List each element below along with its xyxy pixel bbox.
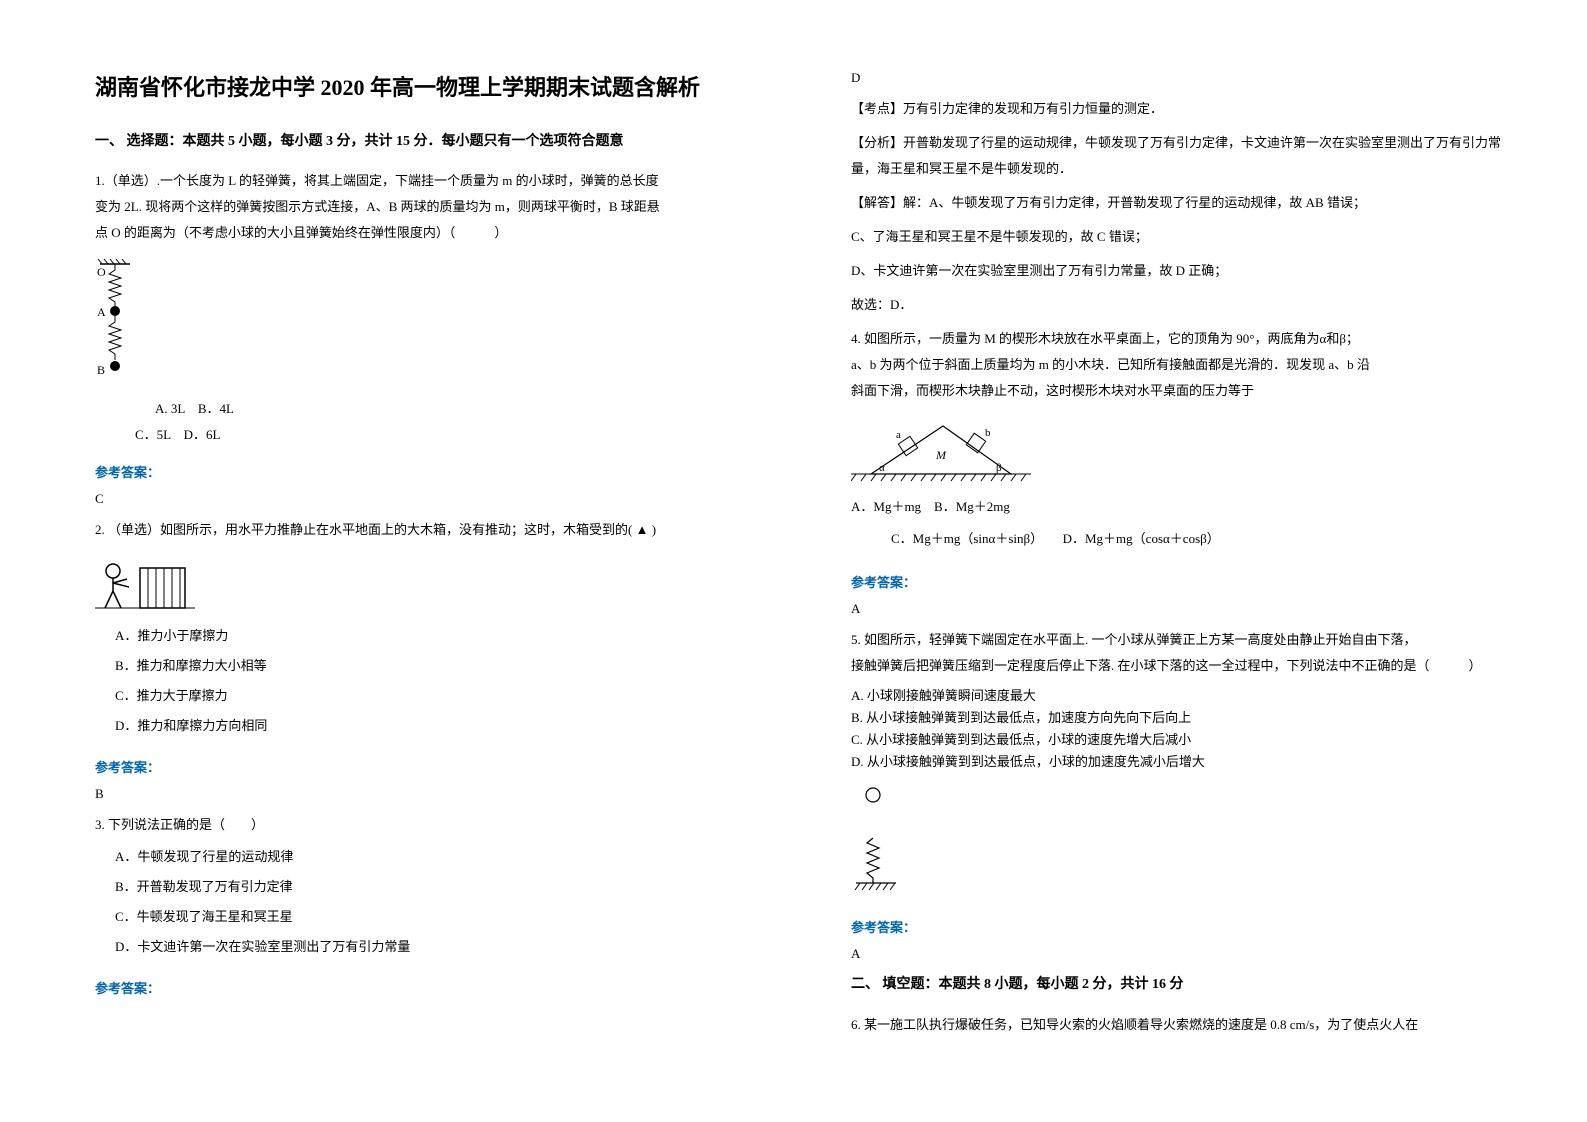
wedge-diagram-icon: M α β a b — [851, 414, 1031, 484]
q2-optD: D．推力和摩擦力方向相同 — [115, 713, 771, 739]
q5-figure — [851, 783, 1527, 893]
svg-text:a: a — [896, 429, 901, 441]
svg-text:A: A — [97, 305, 106, 319]
svg-text:M: M — [935, 448, 947, 462]
q5-optB: B. 从小球接触弹簧到到达最低点，加速度方向先向下后向上 — [851, 707, 1527, 729]
q4-stem: 4. 如图所示，一质量为 M 的楔形木块放在水平桌面上，它的顶角为 90°，两底… — [851, 326, 1527, 404]
q3-answer: D — [851, 70, 1527, 86]
q3-fenxi: 【分析】开普勒发现了行星的运动规律，牛顿发现了万有引力定律，卡文迪许第一次在实验… — [851, 130, 1527, 182]
push-box-icon — [95, 553, 195, 613]
q4-opt-row2: C．Mg＋mg（sinα＋sinβ） D．Mg＋mg（cosα＋cosβ） — [891, 526, 1527, 552]
svg-text:β: β — [996, 462, 1002, 474]
q3-stem: 3. 下列说法正确的是（ ） — [95, 812, 771, 838]
fenxi-text: 开普勒发现了行星的运动规律，牛顿发现了万有引力定律，卡文迪许第一次在实验室里测出… — [851, 135, 1501, 176]
section-2-head: 二、 填空题：本题共 8 小题，每小题 2 分，共计 16 分 — [851, 972, 1527, 997]
q3-jieda3: D、卡文迪许第一次在实验室里测出了万有引力常量，故 D 正确； — [851, 258, 1527, 284]
q3-jieda2: C、了海王星和冥王星不是牛顿发现的，故 C 错误； — [851, 224, 1527, 250]
q1-line3: 点 O 的距离为（不考虑小球的大小且弹簧始终在弹性限度内）（ ） — [95, 225, 507, 240]
q2-optC: C．推力大于摩擦力 — [115, 683, 771, 709]
q3-optD: D．卡文迪许第一次在实验室里测出了万有引力常量 — [115, 934, 771, 960]
q5-optD: D. 从小球接触弹簧到到达最低点，小球的加速度先减小后增大 — [851, 751, 1527, 773]
q4-line2: a、b 为两个位于斜面上质量均为 m 的小木块．已知所有接触面都是光滑的．现发现… — [851, 357, 1370, 372]
answer-key-label: 参考答案： — [95, 462, 771, 481]
q5-answer: A — [851, 946, 1527, 962]
question-4: 4. 如图所示，一质量为 M 的楔形木块放在水平桌面上，它的顶角为 90°，两底… — [851, 326, 1527, 558]
q3-optB: B．开普勒发现了万有引力定律 — [115, 874, 771, 900]
q3-jieda4: 故选：D． — [851, 292, 1527, 318]
answer-key-label: 参考答案： — [95, 978, 771, 997]
kaodian-text: 万有引力定律的发现和万有引力恒量的测定． — [903, 101, 1163, 116]
left-column: 湖南省怀化市接龙中学 2020 年高一物理上学期期末试题含解析 一、 选择题：本… — [95, 70, 811, 1082]
q4-line1: 4. 如图所示，一质量为 M 的楔形木块放在水平桌面上，它的顶角为 90°，两底… — [851, 331, 1359, 346]
q1-figure: O A B — [95, 256, 771, 386]
answer-key-label: 参考答案： — [851, 917, 1527, 936]
q4-line3: 斜面下滑，而楔形木块静止不动，这时楔形木块对水平桌面的压力等于 — [851, 383, 1254, 398]
svg-text:O: O — [97, 265, 106, 279]
q3-optC: C．牛顿发现了海王星和冥王星 — [115, 904, 771, 930]
q3-kaodian: 【考点】万有引力定律的发现和万有引力恒量的测定． — [851, 96, 1527, 122]
q2-figure — [95, 553, 771, 613]
q4-answer: A — [851, 601, 1527, 617]
q1-answer: C — [95, 491, 771, 507]
q2-stem: 2. （单选）如图所示，用水平力推静止在水平地面上的大木箱，没有推动；这时，木箱… — [95, 517, 771, 543]
q5-line2: 接触弹簧后把弹簧压缩到一定程度后停止下落. 在小球下落的这一全过程中，下列说法中… — [851, 658, 1482, 673]
q1-opt-row2: C．5L D．6L — [135, 422, 771, 448]
question-3: 3. 下列说法正确的是（ ） A．牛顿发现了行星的运动规律 B．开普勒发现了万有… — [95, 812, 771, 964]
q2-optB: B．推力和摩擦力大小相等 — [115, 653, 771, 679]
q6-stem: 6. 某一施工队执行爆破任务，已知导火索的火焰顺着导火索燃烧的速度是 0.8 c… — [851, 1012, 1527, 1038]
question-5: 5. 如图所示，轻弹簧下端固定在水平面上. 一个小球从弹簧正上方某一高度处由静止… — [851, 627, 1527, 903]
svg-text:B: B — [97, 363, 105, 377]
fenxi-label: 【分析】 — [851, 135, 903, 150]
svg-text:b: b — [985, 427, 991, 439]
q1-stem: 1.（单选）.一个长度为 L 的轻弹簧，将其上端固定，下端挂一个质量为 m 的小… — [95, 168, 771, 246]
question-1: 1.（单选）.一个长度为 L 的轻弹簧，将其上端固定，下端挂一个质量为 m 的小… — [95, 168, 771, 448]
question-2: 2. （单选）如图所示，用水平力推静止在水平地面上的大木箱，没有推动；这时，木箱… — [95, 517, 771, 743]
answer-key-label: 参考答案： — [95, 757, 771, 776]
q1-opt-row1: A. 3L B．4L — [155, 396, 771, 422]
jieda1-text: 解：A、牛顿发现了万有引力定律，开普勒发现了行星的运动规律，故 AB 错误； — [903, 195, 1366, 210]
question-6: 6. 某一施工队执行爆破任务，已知导火索的火焰顺着导火索燃烧的速度是 0.8 c… — [851, 1012, 1527, 1044]
q2-answer: B — [95, 786, 771, 802]
answer-key-label: 参考答案： — [851, 572, 1527, 591]
q1-line2: 变为 2L. 现将两个这样的弹簧按图示方式连接，A、B 两球的质量均为 m，则两… — [95, 199, 660, 214]
q4-figure: M α β a b — [851, 414, 1527, 484]
jieda-label: 【解答】 — [851, 195, 903, 210]
q5-optA: A. 小球刚接触弹簧瞬间速度最大 — [851, 685, 1527, 707]
ball-spring-icon — [851, 783, 911, 893]
page-title: 湖南省怀化市接龙中学 2020 年高一物理上学期期末试题含解析 — [95, 70, 771, 105]
kaodian-label: 【考点】 — [851, 101, 903, 116]
spring-diagram-icon: O A B — [95, 256, 135, 386]
q3-jieda1: 【解答】解：A、牛顿发现了万有引力定律，开普勒发现了行星的运动规律，故 AB 错… — [851, 190, 1527, 216]
q5-optC: C. 从小球接触弹簧到到达最低点，小球的速度先增大后减小 — [851, 729, 1527, 751]
section-1-head: 一、 选择题：本题共 5 小题，每小题 3 分，共计 15 分．每小题只有一个选… — [95, 129, 771, 154]
q5-stem: 5. 如图所示，轻弹簧下端固定在水平面上. 一个小球从弹簧正上方某一高度处由静止… — [851, 627, 1527, 679]
q4-opt-row1: A．Mg＋mg B．Mg＋2mg — [851, 494, 1527, 520]
svg-text:α: α — [879, 462, 885, 474]
q2-optA: A．推力小于摩擦力 — [115, 623, 771, 649]
q1-line1: 1.（单选）.一个长度为 L 的轻弹簧，将其上端固定，下端挂一个质量为 m 的小… — [95, 173, 659, 188]
q5-line1: 5. 如图所示，轻弹簧下端固定在水平面上. 一个小球从弹簧正上方某一高度处由静止… — [851, 632, 1417, 647]
right-column: D 【考点】万有引力定律的发现和万有引力恒量的测定． 【分析】开普勒发现了行星的… — [811, 70, 1527, 1082]
q3-optA: A．牛顿发现了行星的运动规律 — [115, 844, 771, 870]
